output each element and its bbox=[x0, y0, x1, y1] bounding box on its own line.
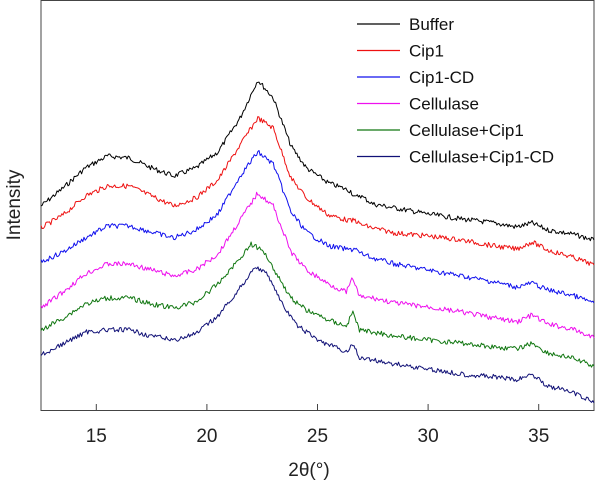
series-line-6 bbox=[40, 266, 595, 404]
y-axis-title: Intensity bbox=[4, 169, 25, 240]
legend-label: Cellulase bbox=[409, 95, 479, 114]
x-axis-title: 2θ(°) bbox=[288, 460, 329, 481]
series-line-2 bbox=[40, 116, 595, 266]
series-line-3 bbox=[40, 150, 595, 304]
x-tick-label: 35 bbox=[528, 426, 549, 447]
series-line-1 bbox=[40, 81, 595, 242]
legend-label: Buffer bbox=[409, 15, 454, 34]
x-tick-label: 30 bbox=[418, 426, 439, 447]
legend-label: Cellulase+Cip1-CD bbox=[409, 148, 554, 167]
series-line-4 bbox=[40, 191, 595, 339]
legend: Buffer Cip1 Cip1-CD Cellulase Cellulase+Cip1… bbox=[357, 15, 554, 167]
legend-label: Cellulase+Cip1 bbox=[409, 121, 524, 140]
series-layer bbox=[40, 81, 595, 404]
plot-frame bbox=[40, 0, 595, 411]
x-tick-label: 25 bbox=[307, 426, 328, 447]
legend-label: Cip1 bbox=[409, 42, 444, 61]
x-axis-ticks: 15 20 25 30 35 bbox=[86, 404, 549, 447]
legend-label: Cip1-CD bbox=[409, 68, 474, 87]
series-line-5 bbox=[40, 241, 595, 368]
x-tick-label: 15 bbox=[86, 426, 107, 447]
x-tick-label: 20 bbox=[196, 426, 217, 447]
